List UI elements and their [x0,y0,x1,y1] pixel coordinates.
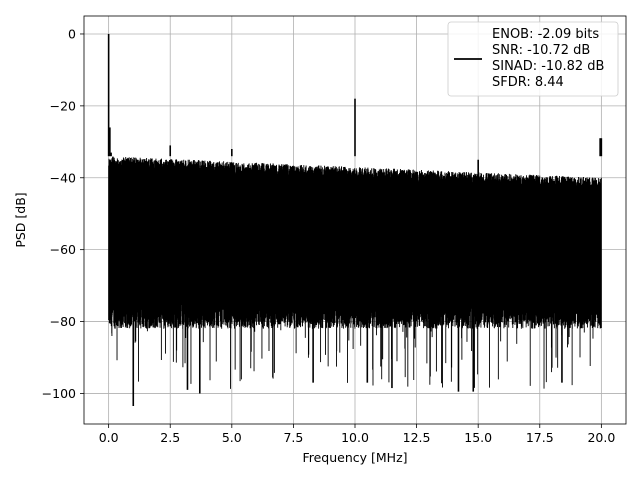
spectrum-marks [107,33,603,407]
x-tick-label: 17.5 [526,430,554,445]
noise-floor-trace [108,156,602,389]
axis-ticks: 0.0 2.5 5.0 7.5 10.0 12.5 15.0 17.5 20.0 0 −20 −40 −… [42,26,616,445]
y-tick-label: −40 [50,170,76,185]
x-tick-label: 5.0 [222,430,242,445]
y-tick-label: 0 [68,26,76,41]
y-tick-label: −80 [50,314,76,329]
x-tick-label: 2.5 [160,430,180,445]
x-tick-label: 15.0 [464,430,492,445]
y-tick-label: −20 [50,98,76,113]
x-tick-label: 0.0 [99,430,119,445]
y-axis-label: PSD [dB] [13,192,28,247]
y-tick-label: −60 [50,242,76,257]
legend-entry: SNR: -10.72 dB [492,43,590,58]
legend-entry: SFDR: 8.44 [492,75,564,90]
legend-box [447,21,619,97]
x-tick-label: 20.0 [587,430,615,445]
noise-floor [108,156,602,389]
x-axis-label: Frequency [MHz] [302,450,407,465]
legend-entry: SINAD: -10.82 dB [492,59,604,74]
x-tick-label: 12.5 [403,430,431,445]
x-tick-label: 10.0 [341,430,369,445]
legend-entry: ENOB: -2.09 bits [492,27,599,42]
x-tick-label: 7.5 [283,430,303,445]
y-tick-label: −100 [42,386,76,401]
